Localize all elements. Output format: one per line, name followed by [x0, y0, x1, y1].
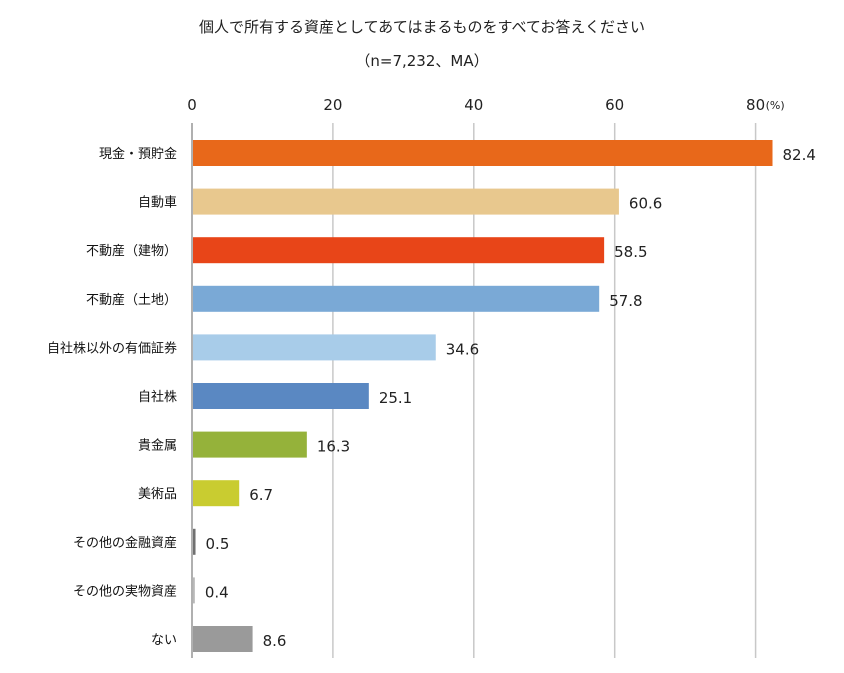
value-label: 0.5: [206, 535, 230, 553]
category-label: 美術品: [138, 487, 177, 502]
bar: [192, 528, 196, 555]
bar: [192, 188, 619, 215]
category-label: その他の金融資産: [73, 535, 177, 551]
bar: [192, 626, 253, 652]
bar: [192, 285, 600, 312]
value-label: 16.3: [317, 438, 350, 456]
category-label: 現金・預貯金: [99, 146, 177, 162]
bar: [192, 577, 195, 604]
x-tick-label: 60: [605, 96, 624, 114]
value-label: 6.7: [249, 486, 273, 504]
x-tick-label: 20: [323, 96, 342, 114]
category-label: ない: [151, 633, 177, 648]
category-label: その他の実物資産: [73, 583, 177, 599]
bar: [192, 237, 605, 264]
category-label: 不動産（建物）: [86, 243, 177, 259]
x-tick-label: 40: [464, 96, 483, 114]
value-label: 8.6: [263, 632, 287, 650]
value-label: 82.4: [783, 146, 816, 164]
bar: [192, 140, 773, 166]
value-label: 34.6: [446, 340, 479, 358]
value-label: 60.6: [629, 195, 662, 213]
category-label: 貴金属: [138, 438, 177, 454]
category-label: 自社株以外の有価証券: [47, 340, 177, 356]
x-unit-label: (%): [766, 99, 785, 112]
category-label: 不動産（土地）: [86, 292, 177, 308]
x-tick-label: 0: [187, 96, 197, 114]
value-label: 25.1: [379, 389, 412, 407]
chart-subtitle: （n=7,232、MA）: [355, 52, 489, 70]
value-label: 0.4: [205, 583, 229, 601]
bar: [192, 334, 436, 361]
category-label: 自社株: [138, 389, 177, 405]
value-label: 58.5: [614, 243, 647, 261]
bar: [192, 431, 307, 458]
bar: [192, 480, 240, 507]
chart-title: 個人で所有する資産としてあてはまるものをすべてお答えください: [199, 18, 645, 36]
bar: [192, 383, 369, 409]
x-tick-label: 80: [746, 96, 765, 114]
value-label: 57.8: [609, 292, 642, 310]
category-label: 自動車: [138, 196, 177, 211]
